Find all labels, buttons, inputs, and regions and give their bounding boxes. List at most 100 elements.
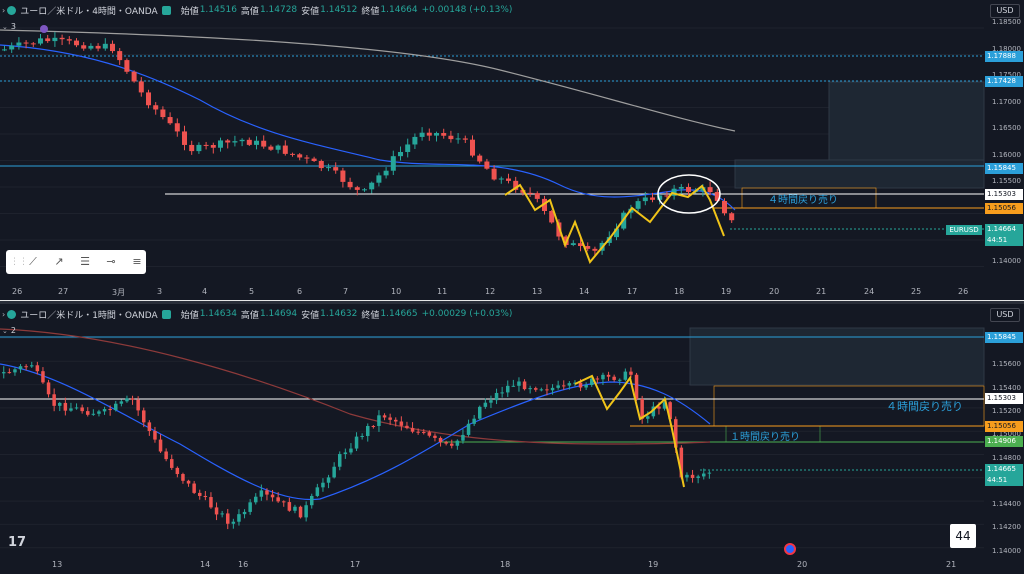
- candle: [326, 167, 331, 169]
- candle: [623, 371, 628, 380]
- time-axis-1h[interactable]: 13 14 16 17 18 19 20 21: [0, 560, 984, 572]
- candle: [293, 506, 297, 511]
- candle: [38, 38, 43, 44]
- candle: [679, 447, 684, 478]
- price-tag[interactable]: 1.14906: [985, 436, 1023, 447]
- chevron-icon[interactable]: ›: [2, 5, 6, 15]
- price-tag[interactable]: 1.15303: [985, 393, 1023, 404]
- time-tick-label: 17: [350, 560, 361, 569]
- horizontal-line-icon[interactable]: ⊸: [106, 255, 116, 268]
- price-tag[interactable]: 1.15056: [985, 203, 1023, 214]
- candle: [461, 434, 465, 441]
- candle: [578, 382, 583, 388]
- collapse-icon[interactable]: ⌄: [2, 22, 8, 31]
- candle: [426, 132, 432, 136]
- chart-pane-1h[interactable]: › ユーロ／米ドル・1時間・OANDA 始値 1.14634 高値 1.14694 …: [0, 304, 1024, 574]
- candle: [419, 132, 425, 137]
- time-axis-4h[interactable]: 26 27 3月 3 4 5 6 7 10 11 12 13 14 17 18 19 20 21 24 25 26: [0, 287, 984, 299]
- bar-countdown: 44:51: [985, 475, 1023, 486]
- candle: [472, 418, 476, 424]
- candle: [326, 477, 331, 483]
- count-box[interactable]: 44: [950, 524, 976, 548]
- tradingview-logo[interactable]: 17: [8, 535, 27, 550]
- candle: [311, 158, 317, 161]
- chart-canvas-4h[interactable]: [0, 0, 1024, 300]
- pane-divider[interactable]: [0, 300, 1024, 304]
- candle: [354, 187, 360, 190]
- candle: [545, 389, 549, 391]
- chevron-icon[interactable]: ›: [2, 309, 6, 319]
- candle: [696, 476, 700, 478]
- price-tag[interactable]: 1.17888: [985, 51, 1023, 62]
- chart-canvas-1h[interactable]: [0, 304, 1024, 574]
- candle: [640, 398, 644, 419]
- candle: [383, 170, 389, 176]
- candle: [470, 139, 475, 156]
- time-tick-label: 18: [674, 287, 685, 296]
- price-tag[interactable]: 1.15845: [985, 332, 1023, 343]
- candle: [304, 157, 310, 159]
- trend-line-icon[interactable]: ⟋: [29, 255, 37, 268]
- indicator-counter[interactable]: ⌄ 3: [2, 22, 16, 31]
- candle: [578, 243, 583, 247]
- candle: [196, 144, 202, 152]
- price-tick-label: 1.15500: [992, 177, 1021, 185]
- currency-selector[interactable]: USD: [990, 308, 1020, 322]
- symbol-tag: EURUSD: [946, 225, 982, 235]
- price-tag[interactable]: 1.15845: [985, 163, 1023, 174]
- drag-handle-icon[interactable]: ⋮⋮: [10, 257, 28, 267]
- chart-pane-4h[interactable]: › ユーロ／米ドル・4時間・OANDA 始値 1.14516 高値 1.14728 …: [0, 0, 1024, 300]
- ray-icon[interactable]: ↗: [54, 255, 64, 268]
- time-tick-label: 21: [816, 287, 827, 296]
- candle: [91, 413, 96, 415]
- symbol-title[interactable]: ユーロ／米ドル・1時間・OANDA: [20, 310, 158, 321]
- economic-event-icon[interactable]: [784, 543, 796, 555]
- symbol-title[interactable]: ユーロ／米ドル・4時間・OANDA: [20, 6, 158, 17]
- candle: [366, 425, 370, 436]
- candle: [52, 394, 56, 406]
- price-tick-label: 1.17000: [992, 97, 1021, 106]
- candle: [125, 398, 129, 402]
- drawing-toolbar: ⋮⋮ ⟋ ↗ ☰ ⊸ ≡: [6, 250, 146, 274]
- candle: [657, 406, 661, 409]
- collapse-icon[interactable]: ⌄: [2, 326, 8, 335]
- price-tag[interactable]: 1.15056: [985, 421, 1023, 432]
- currency-selector[interactable]: USD: [990, 4, 1020, 18]
- candle: [333, 167, 339, 171]
- price-tag[interactable]: 1.15303: [985, 189, 1023, 200]
- highlight-ellipse: [657, 174, 721, 214]
- open-label: 始値: [180, 310, 199, 321]
- candle: [394, 419, 398, 422]
- candle: [23, 42, 29, 44]
- candle: [570, 243, 576, 246]
- candle: [405, 425, 409, 429]
- candle: [388, 417, 392, 420]
- candle: [371, 425, 376, 427]
- open-value: 1.14634: [199, 309, 237, 319]
- candle: [714, 192, 720, 201]
- candle: [455, 138, 461, 140]
- flag-icon[interactable]: [161, 309, 171, 319]
- fib-icon[interactable]: ☰: [80, 255, 90, 268]
- indicator-counter[interactable]: ⌄ 2: [2, 326, 16, 335]
- candle: [629, 371, 633, 375]
- candle: [242, 511, 247, 515]
- price-tag[interactable]: 1.14665: [985, 464, 1023, 475]
- price-tag[interactable]: 1.14664: [985, 224, 1023, 235]
- candle: [164, 451, 168, 460]
- price-scale-1h[interactable]: 1.158001.156001.154001.152001.150001.148…: [984, 304, 1024, 560]
- candle: [674, 419, 678, 448]
- change-value: +0.00148 (+0.13%): [421, 5, 513, 15]
- candle: [102, 43, 108, 49]
- candle: [97, 411, 101, 414]
- candle: [534, 193, 540, 199]
- price-scale-4h[interactable]: 1.18500 1.18000 1.17500 1.17000 1.16500 1.160…: [984, 0, 1024, 286]
- flag-icon[interactable]: [161, 5, 171, 15]
- multi-line-icon[interactable]: ≡: [132, 255, 142, 268]
- time-tick-label: 21: [946, 560, 957, 569]
- candle: [434, 133, 439, 136]
- price-tag[interactable]: 1.17428: [985, 76, 1023, 87]
- candle: [147, 422, 152, 431]
- candle: [81, 45, 87, 49]
- candle: [220, 513, 224, 515]
